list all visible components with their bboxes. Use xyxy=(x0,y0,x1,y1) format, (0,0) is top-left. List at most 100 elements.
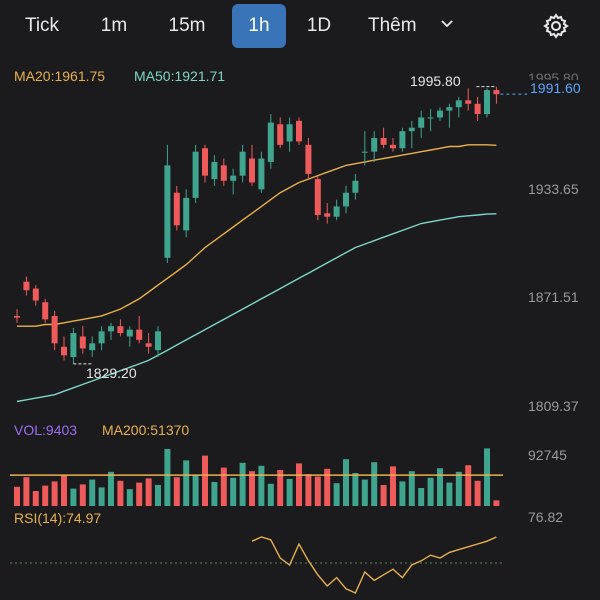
candle-body xyxy=(173,192,180,226)
volume-bar xyxy=(32,491,39,506)
volume-bar xyxy=(484,448,490,506)
volume-bar xyxy=(42,485,49,506)
volume-bar xyxy=(230,477,237,506)
candle-body xyxy=(314,179,321,215)
candle-body xyxy=(117,326,124,334)
rsi-line xyxy=(251,536,497,594)
candle-body xyxy=(493,90,500,95)
volume-bar xyxy=(117,480,124,506)
volume-bar xyxy=(14,486,20,506)
candle-body xyxy=(474,103,481,115)
tab-15m[interactable]: 15m xyxy=(168,15,206,36)
tab-1h[interactable]: 1h xyxy=(232,4,286,48)
candle-body xyxy=(258,158,265,190)
vol-label: VOL:9403 xyxy=(14,422,78,438)
volume-bar xyxy=(220,467,227,506)
candle-body xyxy=(126,329,133,337)
candle-body xyxy=(333,206,340,217)
volume-bar xyxy=(361,479,368,506)
candle-body xyxy=(155,331,161,351)
volume-bar xyxy=(173,477,180,506)
candle-body xyxy=(455,100,462,108)
volume-bar xyxy=(455,471,462,506)
candle-body xyxy=(230,175,237,181)
candle-body xyxy=(277,124,284,145)
ma20-label: MA20:1961.75 xyxy=(14,68,106,84)
tab-1d[interactable]: 1D xyxy=(306,15,332,36)
volume-bar xyxy=(89,479,96,506)
volume-bar xyxy=(286,479,293,506)
volume-bar xyxy=(70,488,77,506)
volume-bar xyxy=(380,485,387,506)
axis-price-2: 1871.51 xyxy=(528,289,579,305)
volume-bar xyxy=(23,477,30,506)
candle-body xyxy=(361,151,368,153)
volume-bar xyxy=(136,482,143,506)
candle-body xyxy=(23,281,30,291)
ma20-line xyxy=(17,144,497,327)
candle-body xyxy=(145,343,152,347)
volume-bar xyxy=(427,477,434,506)
candle-body xyxy=(390,144,396,149)
volume-bar xyxy=(324,468,331,506)
candle-body xyxy=(267,122,274,162)
volume-bar xyxy=(267,483,274,506)
tab-tick[interactable]: Tick xyxy=(24,15,60,36)
volume-bar xyxy=(249,471,255,506)
candle-body xyxy=(183,197,190,231)
candle-body xyxy=(220,165,227,181)
candle-body xyxy=(32,288,39,301)
current-price-tag: 1991.60 xyxy=(528,80,583,96)
candle-body xyxy=(89,343,96,351)
volume-bar xyxy=(305,474,312,506)
candle-body xyxy=(164,165,171,258)
candle-body xyxy=(42,302,49,320)
tab-1m[interactable]: 1m xyxy=(100,15,128,36)
volume-bar xyxy=(155,485,161,506)
candle-body xyxy=(108,326,114,332)
volume-bar xyxy=(418,488,425,506)
volume-bar xyxy=(192,474,199,506)
chevron-down-icon[interactable] xyxy=(440,18,454,30)
volume-bar xyxy=(493,500,500,506)
volume-bar xyxy=(371,462,378,506)
candle-body xyxy=(399,131,406,149)
volume-bar xyxy=(211,482,218,506)
axis-rsi: 76.82 xyxy=(528,509,564,525)
more-timeframes-button[interactable]: Thêm xyxy=(368,4,417,48)
volume-bar xyxy=(51,481,58,506)
volume-bar xyxy=(258,465,265,506)
candle-body xyxy=(352,180,359,193)
candle-body xyxy=(239,151,246,176)
candle-body xyxy=(305,144,312,174)
high-marker: 1995.80 xyxy=(410,73,461,89)
volume-bar xyxy=(408,471,415,506)
candle-body xyxy=(437,110,443,118)
gear-icon[interactable] xyxy=(542,12,570,40)
more-label: Thêm xyxy=(368,15,417,36)
candle-body xyxy=(343,192,349,207)
volume-bar xyxy=(474,480,481,506)
candle-body xyxy=(418,117,425,128)
volume-bar xyxy=(239,462,246,506)
candle-body xyxy=(324,213,331,217)
candle-body xyxy=(211,161,218,180)
volume-bar xyxy=(333,483,340,506)
volume-bar xyxy=(314,476,321,506)
candle-body xyxy=(136,329,143,340)
vol-ma-label: MA200:51370 xyxy=(102,422,190,438)
volume-bar xyxy=(126,489,133,506)
candle-body xyxy=(465,100,472,104)
volume-bar xyxy=(108,471,114,506)
axis-price-1: 1933.65 xyxy=(528,181,579,197)
candle-body xyxy=(79,336,86,349)
candle-body xyxy=(202,148,208,176)
volume-bar xyxy=(183,460,190,506)
volume-bar xyxy=(164,449,171,506)
volume-bar xyxy=(437,468,443,506)
axis-price-3: 1809.37 xyxy=(528,398,579,414)
low-marker: 1829.20 xyxy=(86,365,137,381)
volume-bar xyxy=(390,466,396,506)
volume-bar xyxy=(343,459,349,506)
